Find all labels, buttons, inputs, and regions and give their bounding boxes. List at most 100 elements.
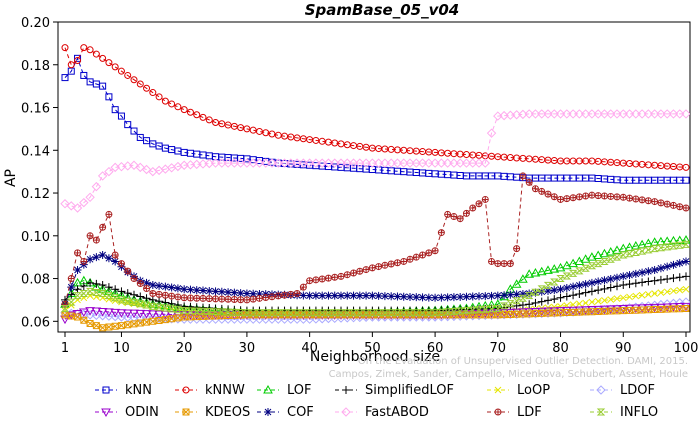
data-point bbox=[104, 292, 114, 300]
data-point bbox=[556, 285, 565, 294]
data-point bbox=[405, 158, 415, 168]
data-point bbox=[78, 308, 89, 318]
y-tick-label: 0.10 bbox=[21, 230, 50, 245]
data-point bbox=[618, 109, 628, 119]
data-point bbox=[155, 316, 163, 324]
x-axis: 1 10 20 30 40 50 60 70 80 90 100 bbox=[61, 332, 698, 356]
data-point bbox=[330, 291, 339, 300]
data-point bbox=[255, 289, 264, 298]
data-point bbox=[230, 122, 238, 130]
data-point bbox=[512, 297, 521, 305]
data-point bbox=[136, 80, 144, 88]
legend-marker bbox=[182, 408, 190, 416]
data-point bbox=[124, 321, 132, 329]
legend-marker bbox=[342, 386, 350, 394]
data-point bbox=[305, 291, 314, 300]
data-point bbox=[91, 282, 102, 291]
data-point bbox=[569, 291, 578, 300]
data-point bbox=[148, 302, 158, 310]
data-point bbox=[324, 274, 332, 282]
data-point bbox=[612, 109, 622, 119]
data-point bbox=[180, 106, 188, 114]
data-point bbox=[248, 309, 258, 317]
data-point bbox=[80, 258, 88, 265]
data-point bbox=[129, 160, 139, 170]
data-point bbox=[649, 109, 660, 119]
data-point bbox=[525, 300, 534, 309]
series-line bbox=[64, 275, 687, 312]
data-point bbox=[506, 290, 515, 299]
data-point bbox=[663, 288, 671, 296]
data-point bbox=[117, 260, 125, 268]
data-point bbox=[99, 54, 107, 62]
data-point bbox=[469, 204, 477, 212]
data-point bbox=[274, 292, 282, 300]
data-point bbox=[424, 309, 434, 317]
data-point bbox=[124, 299, 132, 307]
data-point bbox=[411, 158, 421, 168]
data-point bbox=[161, 316, 169, 324]
data-point bbox=[116, 309, 127, 318]
data-point bbox=[142, 301, 151, 309]
data-point bbox=[117, 287, 126, 296]
legend-marker bbox=[264, 408, 272, 416]
data-point bbox=[173, 306, 183, 314]
data-point bbox=[574, 256, 585, 265]
data-point bbox=[237, 124, 245, 132]
data-point bbox=[386, 309, 396, 317]
data-point bbox=[393, 309, 402, 317]
data-point bbox=[676, 203, 684, 211]
data-point bbox=[443, 308, 452, 316]
data-point bbox=[61, 44, 69, 52]
data-point bbox=[205, 286, 214, 295]
data-point bbox=[512, 301, 521, 310]
data-point bbox=[381, 261, 389, 269]
watermark-line-2: Campos, Zimek, Sander, Campello, Micenko… bbox=[329, 369, 688, 380]
data-point bbox=[199, 286, 207, 295]
x-tick-label: 90 bbox=[615, 341, 632, 356]
data-point bbox=[493, 304, 503, 312]
data-point bbox=[550, 193, 558, 201]
data-point bbox=[136, 319, 144, 327]
data-point bbox=[355, 309, 365, 317]
data-point bbox=[342, 158, 352, 168]
data-point bbox=[412, 253, 420, 261]
x-tick-label: 20 bbox=[176, 341, 193, 356]
data-point bbox=[236, 309, 245, 317]
data-point bbox=[588, 191, 596, 199]
data-point bbox=[299, 291, 308, 300]
data-point bbox=[86, 319, 94, 327]
data-point bbox=[462, 292, 471, 301]
x-tick-label: 30 bbox=[239, 341, 256, 356]
data-point bbox=[286, 158, 296, 168]
legend-item-lof: LOF bbox=[257, 383, 312, 398]
data-point bbox=[355, 291, 364, 300]
data-point bbox=[343, 291, 352, 300]
data-point bbox=[669, 202, 677, 209]
data-point bbox=[92, 288, 101, 296]
data-point bbox=[104, 311, 114, 321]
data-point bbox=[98, 251, 107, 260]
data-point bbox=[72, 203, 83, 213]
data-point bbox=[587, 278, 596, 287]
data-point bbox=[657, 289, 665, 297]
data-point bbox=[154, 310, 164, 320]
data-point bbox=[681, 109, 690, 119]
data-point bbox=[337, 291, 345, 300]
data-point bbox=[638, 291, 646, 299]
data-point bbox=[268, 130, 276, 138]
data-point bbox=[174, 103, 182, 111]
data-point bbox=[518, 274, 528, 283]
data-point bbox=[292, 309, 302, 317]
data-point bbox=[550, 278, 559, 286]
data-point bbox=[124, 71, 132, 79]
data-point bbox=[575, 281, 584, 290]
data-point bbox=[594, 192, 602, 200]
data-point bbox=[480, 158, 490, 168]
data-point bbox=[186, 294, 194, 302]
data-point bbox=[663, 274, 672, 283]
data-point bbox=[135, 162, 145, 173]
data-point bbox=[249, 126, 257, 134]
data-point bbox=[155, 93, 163, 101]
data-point bbox=[74, 249, 82, 257]
